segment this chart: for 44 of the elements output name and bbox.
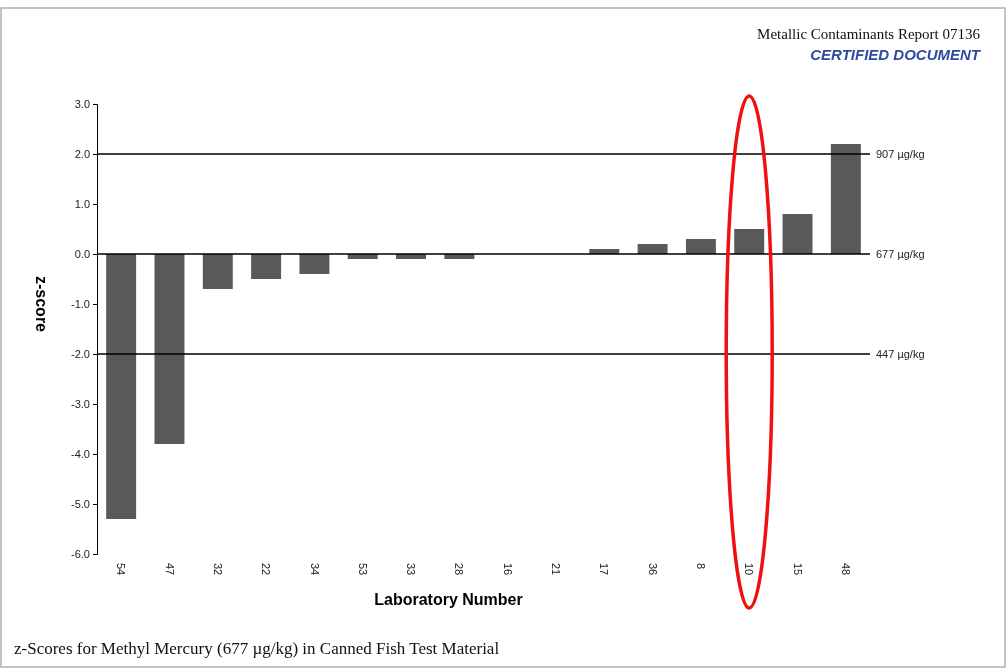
x-tick-label: 22 — [260, 563, 273, 576]
x-tick-label: 21 — [550, 563, 563, 576]
x-tick-label: 34 — [308, 563, 321, 576]
ref-line-label: 447 µg/kg — [876, 347, 925, 360]
bar — [830, 144, 861, 254]
bar — [154, 254, 185, 444]
text: z-Scores for Methyl Mercury (677 µg/kg) in Canned Fish Test Material — [14, 639, 500, 658]
x-tick-label: 10 — [743, 563, 756, 576]
y-tick-label: 2.0 — [74, 148, 90, 161]
ref-line-label: 907 µg/kg — [876, 147, 925, 160]
bar — [299, 254, 330, 274]
bar — [734, 229, 765, 254]
y-axis-title: z-score — [33, 275, 50, 333]
chart-title: Metallic Contaminants Report 07136 — [757, 26, 981, 42]
bar — [685, 239, 716, 254]
y-tick-label: 0.0 — [74, 248, 90, 261]
x-tick-label: 17 — [598, 563, 611, 576]
y-tick-label: -5.0 — [71, 498, 90, 511]
x-tick-label: 33 — [405, 563, 418, 576]
y-tick-label: -2.0 — [71, 348, 90, 361]
bar — [202, 254, 233, 289]
bar — [106, 254, 137, 519]
bar — [637, 244, 668, 254]
bar — [251, 254, 282, 279]
y-tick-label: 1.0 — [74, 198, 90, 211]
ref-line-label: 677 µg/kg — [876, 247, 925, 260]
x-axis-title: Laboratory Number — [374, 591, 523, 608]
y-tick-label: -6.0 — [71, 548, 90, 561]
x-tick-label: 28 — [453, 563, 466, 576]
y-tick-label: -4.0 — [71, 448, 90, 461]
y-tick-label: -1.0 — [71, 298, 90, 311]
x-tick-label: 8 — [695, 563, 708, 570]
x-tick-label: 48 — [839, 563, 852, 576]
chart-subtitle: CERTIFIED DOCUMENT — [810, 46, 982, 63]
x-tick-label: 53 — [356, 563, 369, 576]
x-tick-label: 47 — [163, 563, 176, 576]
x-tick-label: 15 — [791, 563, 804, 576]
bar — [782, 214, 813, 254]
y-tick-label: -3.0 — [71, 398, 90, 411]
x-tick-label: 16 — [501, 563, 514, 576]
x-tick-label: 54 — [115, 563, 128, 576]
x-tick-label: 32 — [211, 563, 224, 576]
x-tick-label: 36 — [646, 563, 659, 576]
y-tick-label: 3.0 — [74, 98, 90, 111]
